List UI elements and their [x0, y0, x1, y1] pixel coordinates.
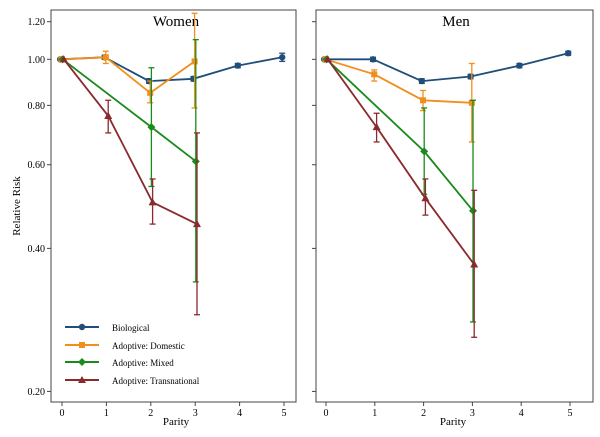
legend-marker-biological: [78, 323, 86, 331]
y-tick-label: 0.60: [28, 160, 46, 171]
data-point: [323, 55, 332, 63]
x-tick-label: 1: [104, 408, 109, 419]
y-axis-label: Relative Risk: [11, 176, 23, 236]
data-point: [147, 123, 156, 132]
data-point: [469, 206, 477, 215]
legend-label-mixed: Adoptive: Mixed: [112, 358, 174, 368]
panel-frame-women: [50, 9, 297, 403]
y-tick-label: 1.00: [28, 55, 46, 66]
series-line: [327, 58, 475, 266]
legend-marker-transnational: [78, 376, 86, 383]
legend-marker-mixed: [78, 358, 86, 366]
x-tick-label: 5: [568, 408, 573, 419]
legend-label-domestic: Adoptive: Domestic: [112, 341, 185, 351]
series-line: [325, 58, 472, 104]
legend-item-transnational: Adoptive: Transnational: [65, 376, 200, 386]
data-point: [372, 122, 381, 131]
y-tick-label: 1.20: [28, 17, 46, 28]
x-tick-label: 2: [421, 408, 426, 419]
series-line: [324, 52, 569, 83]
data-point: [516, 62, 523, 69]
panel-title-men: Men: [442, 14, 470, 30]
data-point: [147, 89, 154, 96]
data-point: [59, 55, 68, 63]
data-point: [102, 54, 109, 61]
data-point: [467, 73, 474, 80]
x-axis-label-women: Parity: [163, 416, 190, 428]
x-tick-label: 0: [60, 408, 65, 419]
series-adoptive-transnational-women: [59, 55, 201, 316]
data-point: [193, 219, 201, 228]
series-adoptive-mixed-men: [322, 55, 477, 323]
series-line: [63, 58, 198, 225]
legend-label-transnational: Adoptive: Transnational: [112, 376, 200, 386]
data-point: [234, 62, 241, 69]
panel-title-women: Women: [153, 14, 200, 30]
x-tick-label: 5: [282, 408, 287, 419]
panel-frame-men: [315, 9, 594, 403]
legend-item-biological: Biological: [65, 323, 150, 333]
ticks-layer: 0.20 0.40 0.60 0.80 1.00 1.20 0 1 2 3 4 5 0 1 2 3 4 5: [28, 17, 573, 419]
series-line: [61, 56, 196, 95]
data-point: [470, 260, 479, 268]
series-adoptive-transnational-men: [323, 55, 479, 338]
x-tick-label: 0: [324, 408, 329, 419]
y-tick-label: 0.40: [28, 244, 46, 255]
y-tick-label: 0.20: [28, 387, 46, 398]
x-tick-label: 4: [519, 408, 524, 419]
data-point: [565, 50, 572, 57]
data-point: [421, 194, 430, 202]
legend: Biological Adoptive: Domestic Adoptive: …: [65, 323, 200, 386]
data-point: [420, 147, 429, 156]
data-point: [371, 71, 378, 78]
series-adoptive-domestic-men: [322, 56, 475, 143]
legend-label-biological: Biological: [112, 323, 150, 333]
data-point: [279, 54, 286, 61]
data-point: [369, 56, 377, 63]
x-axis-label-men: Parity: [440, 416, 467, 428]
data-point: [420, 97, 426, 104]
y-tick-label: 0.80: [28, 101, 46, 112]
legend-item-mixed: Adoptive: Mixed: [65, 358, 174, 368]
series-adoptive-mixed-women: [58, 39, 200, 283]
data-point: [148, 198, 157, 206]
data-point: [468, 99, 475, 106]
x-tick-label: 1: [372, 408, 377, 419]
x-tick-label: 3: [193, 408, 198, 419]
data-point: [191, 157, 200, 166]
x-tick-label: 2: [148, 408, 153, 419]
legend-item-domestic: Adoptive: Domestic: [65, 341, 185, 351]
legend-marker-domestic: [79, 342, 85, 348]
data-point: [104, 111, 113, 119]
x-tick-label: 3: [470, 408, 475, 419]
data-point: [418, 77, 425, 85]
data-point: [191, 58, 198, 65]
plot-layer: [57, 12, 572, 338]
x-tick-label: 4: [237, 408, 242, 419]
